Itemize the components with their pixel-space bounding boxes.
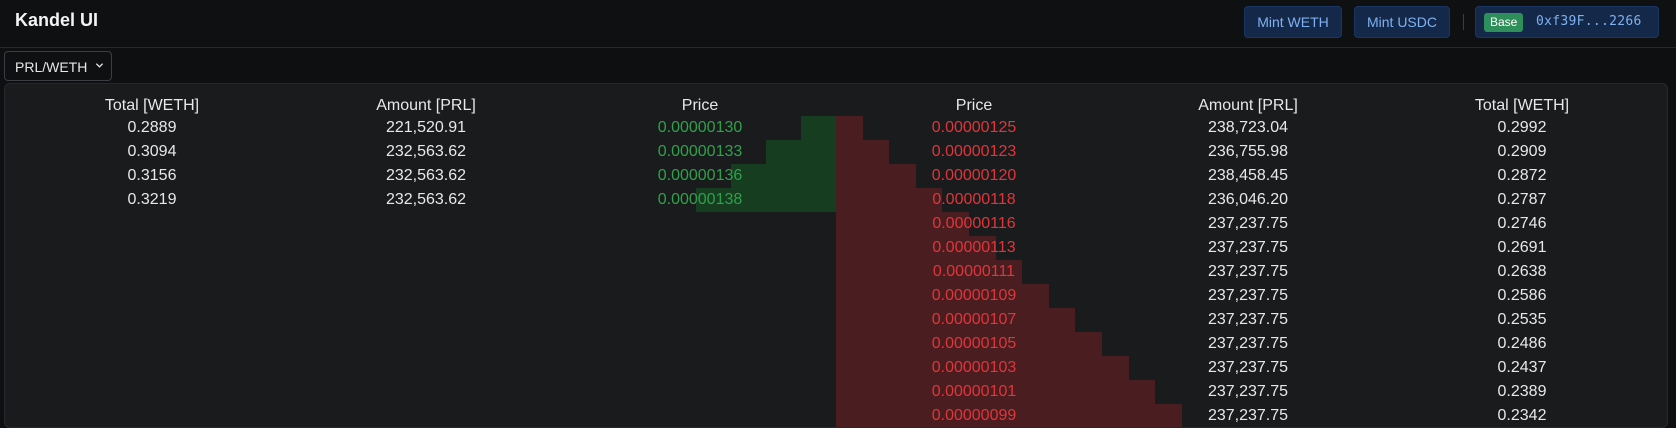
asks-price-header: Price xyxy=(955,97,993,114)
ask-amount-cell: 237,237.75 xyxy=(1207,407,1289,424)
bid-price-cell: 0.00000138 xyxy=(657,191,743,208)
ask-price-cell: 0.00000109 xyxy=(931,287,1017,304)
bid-price-cell: 0.00000133 xyxy=(657,143,743,160)
ask-amount-cell: 237,237.75 xyxy=(1207,263,1289,280)
bid-depth-bar xyxy=(731,164,836,188)
ask-price-cell: 0.00000125 xyxy=(931,119,1017,136)
ask-depth-bar xyxy=(836,212,969,236)
chain-badge: Base xyxy=(1484,13,1524,32)
bid-price-cell: 0.00000136 xyxy=(657,167,743,184)
bid-depth-bar xyxy=(801,116,836,140)
bid-depth-bar xyxy=(696,188,836,212)
ask-total-cell: 0.2342 xyxy=(1497,407,1547,424)
asks-amount-header: Amount [PRL] xyxy=(1198,97,1298,114)
market-select-value: PRL/WETH xyxy=(15,59,88,75)
bids-amount-header: Amount [PRL] xyxy=(376,97,476,114)
ask-total-cell: 0.2909 xyxy=(1497,143,1547,160)
ask-total-cell: 0.2486 xyxy=(1497,335,1547,352)
bid-amount-cell: 232,563.62 xyxy=(385,143,467,160)
ask-price-cell: 0.00000103 xyxy=(931,359,1017,376)
ask-amount-cell: 237,237.75 xyxy=(1207,383,1289,400)
bid-total-cell: 0.3219 xyxy=(127,191,177,208)
bid-depth-bar xyxy=(766,140,836,164)
ask-price-cell: 0.00000107 xyxy=(931,311,1017,328)
market-select[interactable]: PRL/WETH xyxy=(4,51,112,81)
ask-amount-cell: 237,237.75 xyxy=(1207,287,1289,304)
ask-price-cell: 0.00000120 xyxy=(931,167,1017,184)
bid-total-cell: 0.3094 xyxy=(127,143,177,160)
bid-amount-cell: 232,563.62 xyxy=(385,191,467,208)
ask-depth-bar xyxy=(836,284,1049,308)
ask-total-cell: 0.2638 xyxy=(1497,263,1547,280)
ask-amount-cell: 237,237.75 xyxy=(1207,311,1289,328)
asks-total-header: Total [WETH] xyxy=(1474,97,1570,114)
ask-total-cell: 0.2437 xyxy=(1497,359,1547,376)
ask-amount-cell: 237,237.75 xyxy=(1207,239,1289,256)
chevron-down-icon xyxy=(95,63,104,68)
ask-depth-bar xyxy=(836,380,1155,404)
ask-depth-bar xyxy=(836,356,1129,380)
bids-price-header: Price xyxy=(681,97,719,114)
bid-amount-cell: 221,520.91 xyxy=(385,119,467,136)
ask-total-cell: 0.2691 xyxy=(1497,239,1547,256)
ask-price-cell: 0.00000118 xyxy=(932,191,1016,208)
header-divider xyxy=(1463,14,1464,30)
ask-price-cell: 0.00000101 xyxy=(931,383,1017,400)
ask-total-cell: 0.2746 xyxy=(1497,215,1547,232)
ask-price-cell: 0.00000105 xyxy=(931,335,1017,352)
ask-amount-cell: 237,237.75 xyxy=(1207,359,1289,376)
ask-total-cell: 0.2787 xyxy=(1497,191,1547,208)
bid-total-cell: 0.2889 xyxy=(127,119,177,136)
ask-amount-cell: 238,723.04 xyxy=(1207,119,1289,136)
ask-price-cell: 0.00000113 xyxy=(932,239,1016,256)
ask-amount-cell: 237,237.75 xyxy=(1207,335,1289,352)
app-title: Kandel UI xyxy=(15,10,99,30)
ask-amount-cell: 238,458.45 xyxy=(1207,167,1289,184)
ask-depth-bar xyxy=(836,116,863,140)
ask-depth-bar xyxy=(836,308,1075,332)
bid-price-cell: 0.00000130 xyxy=(657,119,743,136)
ask-depth-bar xyxy=(836,332,1102,356)
ask-amount-cell: 237,237.75 xyxy=(1207,215,1289,232)
mint-weth-button[interactable]: Mint WETH xyxy=(1244,6,1342,38)
ask-depth-bar xyxy=(836,236,996,260)
mint-usdc-button[interactable]: Mint USDC xyxy=(1354,6,1450,38)
ask-depth-bar xyxy=(836,164,916,188)
ask-price-cell: 0.00000099 xyxy=(931,407,1017,424)
ask-depth-bar xyxy=(836,260,1022,284)
orderbook-panel: Total [WETH] Amount [PRL] Price Price Am… xyxy=(4,83,1668,428)
ask-depth-bar xyxy=(836,404,1182,427)
ask-total-cell: 0.2389 xyxy=(1497,383,1547,400)
wallet-address: 0xf39F...2266 xyxy=(1536,14,1642,29)
wallet-button[interactable]: Base 0xf39F...2266 xyxy=(1475,6,1659,38)
ask-price-cell: 0.00000111 xyxy=(932,263,1016,280)
ask-depth-bar xyxy=(836,188,942,212)
ask-price-cell: 0.00000123 xyxy=(931,143,1017,160)
app-header: Kandel UI Mint WETH Mint USDC Base 0xf39… xyxy=(0,0,1676,48)
ask-price-cell: 0.00000116 xyxy=(932,215,1016,232)
ask-total-cell: 0.2872 xyxy=(1497,167,1547,184)
ask-amount-cell: 236,755.98 xyxy=(1207,143,1289,160)
bid-total-cell: 0.3156 xyxy=(127,167,177,184)
ask-depth-bar xyxy=(836,140,889,164)
ask-amount-cell: 236,046.20 xyxy=(1207,191,1289,208)
ask-total-cell: 0.2535 xyxy=(1497,311,1547,328)
bids-total-header: Total [WETH] xyxy=(104,97,200,114)
ask-total-cell: 0.2586 xyxy=(1497,287,1547,304)
bid-amount-cell: 232,563.62 xyxy=(385,167,467,184)
ask-total-cell: 0.2992 xyxy=(1497,119,1547,136)
